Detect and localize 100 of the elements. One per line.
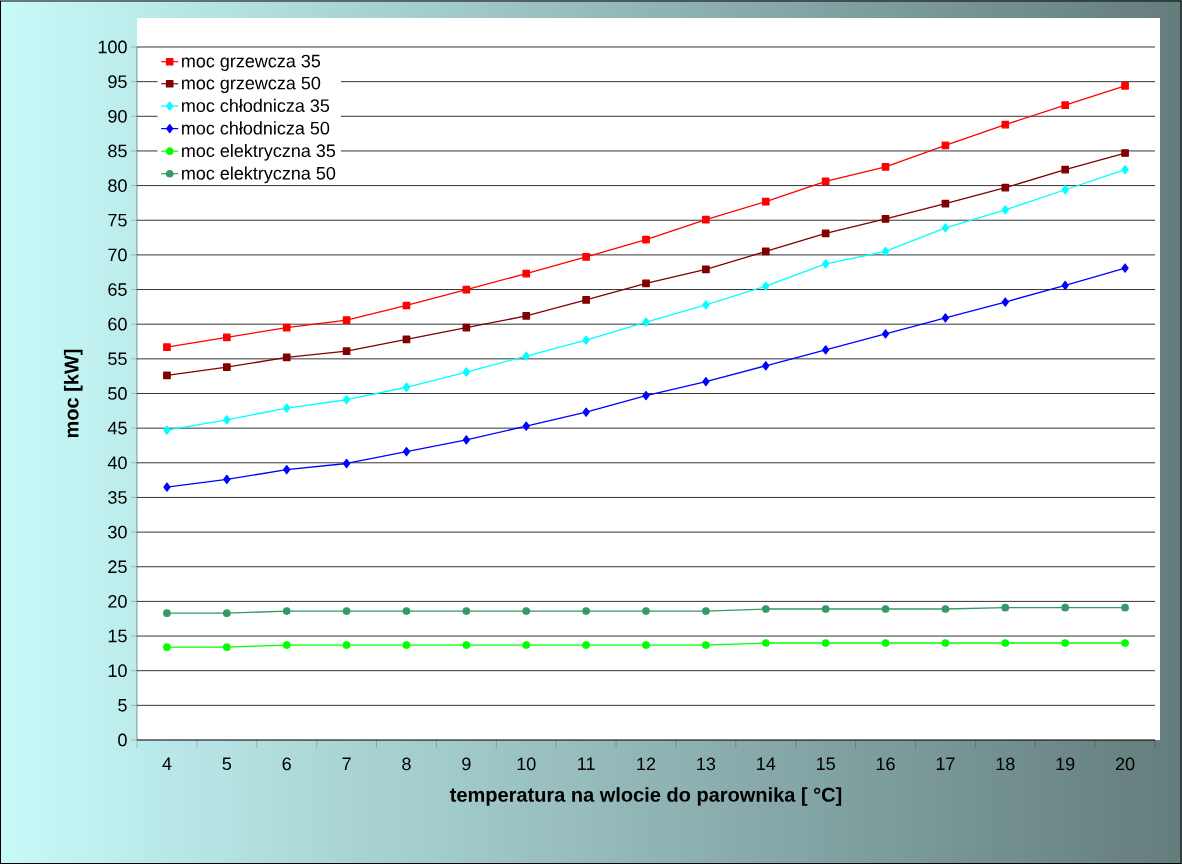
point bbox=[342, 316, 351, 324]
x-tick-label: 5 bbox=[222, 757, 232, 771]
point bbox=[941, 313, 950, 323]
point bbox=[462, 607, 471, 615]
point bbox=[1121, 639, 1129, 647]
point bbox=[1061, 280, 1069, 291]
point bbox=[702, 607, 710, 615]
y-tick-label: 100 bbox=[98, 40, 127, 54]
y-tick-label: 65 bbox=[108, 283, 127, 296]
point bbox=[1121, 165, 1129, 175]
point bbox=[342, 458, 351, 469]
point bbox=[582, 335, 590, 345]
point bbox=[822, 345, 830, 355]
x-tick-label: 14 bbox=[757, 757, 776, 770]
point bbox=[1121, 263, 1129, 273]
point bbox=[462, 641, 471, 649]
point bbox=[1061, 165, 1070, 174]
x-tick-label: 13 bbox=[697, 757, 716, 771]
point bbox=[881, 163, 890, 171]
x-tick-label: 9 bbox=[462, 757, 471, 771]
y-tick-label: 50 bbox=[108, 387, 127, 400]
point bbox=[881, 639, 890, 647]
y-tick-label: 40 bbox=[107, 456, 127, 470]
legend-label: moc chłodnicza 50 bbox=[182, 121, 330, 135]
point bbox=[1001, 603, 1010, 612]
point bbox=[881, 329, 890, 339]
point bbox=[881, 605, 890, 613]
y-tick-label: 5 bbox=[118, 699, 127, 712]
point bbox=[821, 605, 830, 613]
point bbox=[222, 643, 231, 651]
point bbox=[522, 641, 531, 649]
point bbox=[1061, 603, 1070, 612]
point bbox=[283, 465, 291, 475]
point bbox=[163, 643, 171, 651]
point bbox=[702, 377, 710, 387]
point bbox=[1001, 205, 1009, 215]
point bbox=[1001, 639, 1010, 647]
x-tick-label: 6 bbox=[282, 757, 291, 771]
x-tick-label: 16 bbox=[876, 757, 895, 771]
legend-label: moc grzewcza 50 bbox=[182, 76, 321, 94]
point bbox=[702, 300, 710, 310]
point bbox=[462, 435, 471, 445]
x-axis-title: temperatura na wlocie do parownika [ °C] bbox=[449, 787, 842, 806]
y-tick-label: 70 bbox=[108, 248, 127, 262]
point bbox=[163, 343, 171, 351]
point bbox=[642, 641, 650, 649]
x-tick-label: 10 bbox=[517, 757, 536, 771]
point bbox=[342, 641, 351, 649]
y-tick-label: 60 bbox=[108, 317, 127, 331]
point bbox=[223, 415, 231, 425]
point bbox=[282, 353, 291, 362]
point bbox=[222, 363, 231, 372]
point bbox=[582, 407, 590, 417]
point bbox=[1061, 101, 1070, 110]
y-tick-label: 90 bbox=[108, 109, 127, 123]
point bbox=[702, 641, 710, 649]
y-tick-label: 35 bbox=[108, 491, 127, 504]
point bbox=[761, 197, 770, 206]
y-tick-label: 15 bbox=[108, 629, 127, 643]
x-tick-label: 15 bbox=[817, 757, 835, 771]
x-tick-label: 12 bbox=[637, 757, 656, 771]
point bbox=[762, 281, 770, 291]
y-tick-label: 10 bbox=[108, 664, 127, 678]
point bbox=[163, 609, 171, 618]
y-tick-label: 0 bbox=[118, 733, 127, 747]
point bbox=[522, 421, 530, 431]
point bbox=[283, 403, 291, 413]
point bbox=[582, 296, 590, 304]
x-tick-label: 19 bbox=[1056, 757, 1075, 771]
y-tick-label: 75 bbox=[108, 213, 127, 227]
point bbox=[642, 279, 650, 288]
x-tick-label: 17 bbox=[936, 757, 955, 770]
legend-label: moc grzewcza 35 bbox=[182, 54, 321, 71]
point bbox=[582, 607, 590, 615]
y-tick-label: 85 bbox=[108, 144, 127, 158]
x-tick-label: 4 bbox=[162, 757, 172, 770]
point bbox=[822, 259, 830, 269]
point bbox=[642, 607, 650, 615]
y-tick-label: 55 bbox=[108, 352, 127, 366]
x-tick-label: 18 bbox=[996, 757, 1015, 771]
point bbox=[222, 609, 231, 618]
point bbox=[761, 605, 770, 613]
point bbox=[1121, 603, 1129, 612]
point bbox=[342, 607, 351, 615]
point bbox=[1001, 297, 1009, 307]
point bbox=[282, 323, 291, 332]
point bbox=[881, 246, 890, 257]
point bbox=[402, 382, 411, 392]
point bbox=[1061, 639, 1070, 647]
x-tick-label: 8 bbox=[402, 757, 411, 771]
point bbox=[342, 347, 351, 356]
y-axis-title: moc [kW] bbox=[63, 349, 83, 438]
point bbox=[941, 605, 950, 613]
point bbox=[762, 361, 770, 371]
point bbox=[1121, 149, 1129, 157]
point bbox=[462, 323, 471, 332]
point bbox=[522, 312, 531, 320]
point bbox=[402, 447, 411, 457]
y-tick-label: 20 bbox=[108, 595, 127, 608]
point bbox=[402, 641, 411, 649]
